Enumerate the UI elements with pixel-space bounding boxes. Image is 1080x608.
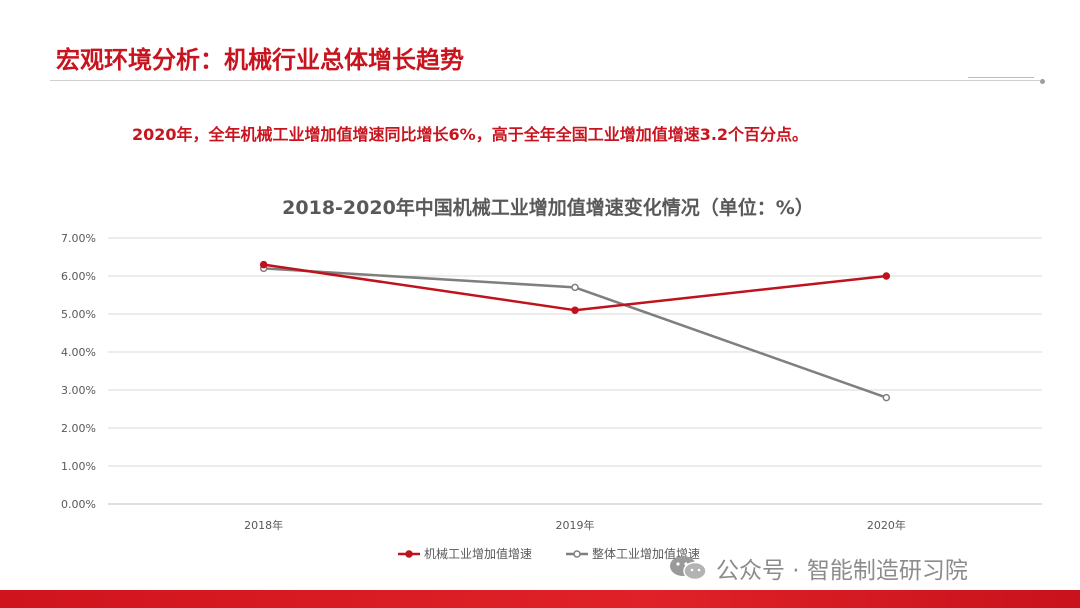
legend-marker bbox=[573, 550, 581, 558]
chart-title: 2018-2020年中国机械工业增加值增速变化情况（单位：%） bbox=[282, 196, 814, 219]
y-tick-label: 5.00% bbox=[61, 308, 96, 321]
summary-text: 2020年，全年机械工业增加值增速同比增长6%，高于全年全国工业增加值增速3.2… bbox=[132, 125, 809, 144]
y-tick-label: 3.00% bbox=[61, 384, 96, 397]
wechat-icon bbox=[670, 556, 707, 581]
title-divider-dot bbox=[1040, 79, 1045, 84]
data-point-0 bbox=[882, 272, 891, 280]
watermark-text: 公众号 · 智能制造研习院 bbox=[716, 558, 968, 584]
y-tick-label: 1.00% bbox=[61, 460, 96, 473]
data-point-1 bbox=[882, 393, 891, 402]
y-tick-label: 2.00% bbox=[61, 422, 96, 435]
slide-title: 宏观环境分析：机械行业总体增长趋势 bbox=[56, 46, 464, 74]
line-chart: 2018-2020年中国机械工业增加值增速变化情况（单位：%） 0.00% 1.00… bbox=[61, 196, 1042, 561]
x-tick-label: 2020年 bbox=[867, 518, 906, 532]
title-divider bbox=[50, 80, 1040, 81]
watermark: 公众号 · 智能制造研习院 bbox=[668, 551, 968, 585]
legend-marker bbox=[405, 550, 413, 558]
y-tick-label: 4.00% bbox=[61, 346, 96, 359]
legend-label: 整体工业增加值增速 bbox=[592, 546, 700, 561]
title-divider-accent bbox=[968, 77, 1034, 78]
data-point-1 bbox=[571, 283, 579, 292]
x-tick-label: 2018年 bbox=[244, 518, 283, 532]
y-tick-label: 7.00% bbox=[61, 232, 96, 245]
footer-band bbox=[0, 590, 1080, 608]
y-tick-label: 0.00% bbox=[61, 498, 96, 511]
data-point-0 bbox=[259, 260, 268, 269]
x-tick-label: 2019年 bbox=[556, 518, 595, 532]
legend-label: 机械工业增加值增速 bbox=[424, 546, 532, 561]
y-tick-label: 6.00% bbox=[61, 270, 96, 283]
data-point-0 bbox=[571, 306, 579, 314]
